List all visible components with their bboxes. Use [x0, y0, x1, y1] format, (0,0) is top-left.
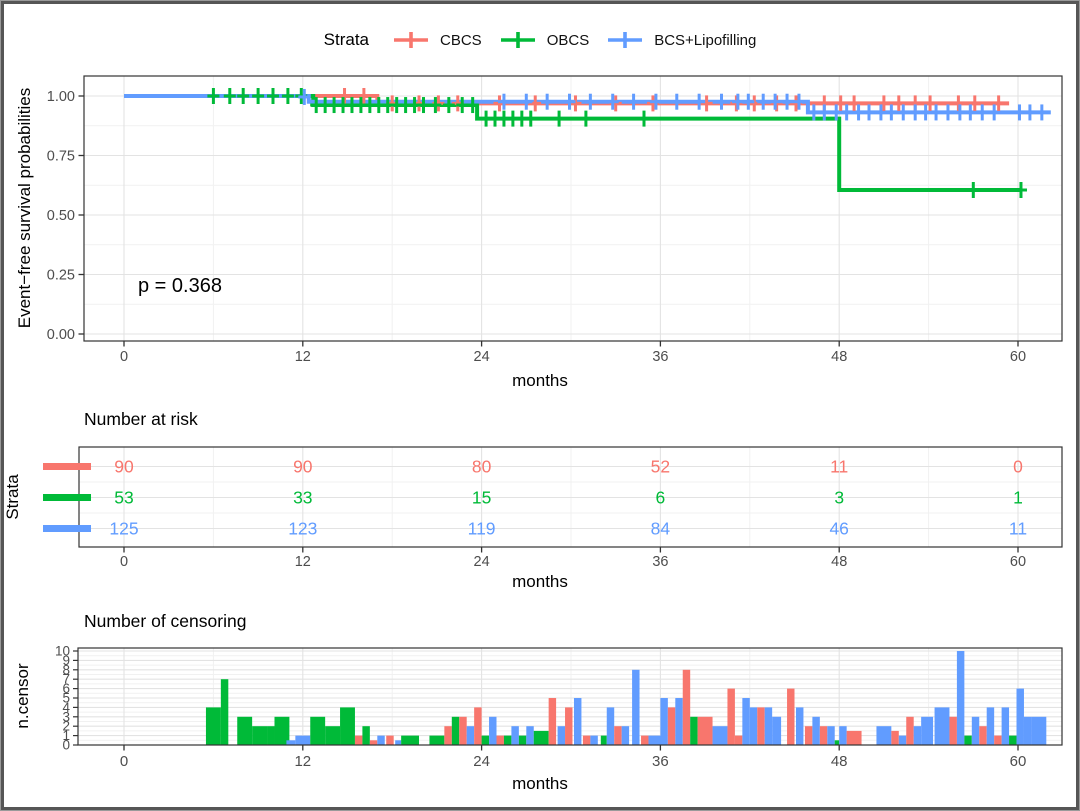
svg-text:1.00: 1.00 — [47, 89, 75, 105]
svg-text:0: 0 — [62, 738, 70, 753]
svg-text:36: 36 — [652, 554, 668, 570]
svg-text:36: 36 — [652, 349, 668, 365]
svg-text:48: 48 — [831, 349, 847, 365]
svg-text:1: 1 — [62, 728, 70, 743]
svg-text:90: 90 — [293, 457, 313, 477]
svg-text:0.50: 0.50 — [47, 208, 75, 224]
svg-text:11: 11 — [1009, 519, 1027, 539]
svg-text:0: 0 — [120, 554, 128, 570]
svg-text:7: 7 — [62, 672, 70, 687]
svg-text:12: 12 — [295, 349, 311, 365]
svg-text:24: 24 — [473, 753, 490, 770]
svg-text:5: 5 — [62, 691, 70, 706]
svg-text:52: 52 — [651, 457, 670, 477]
svg-text:0.25: 0.25 — [47, 268, 75, 284]
svg-text:33: 33 — [293, 488, 312, 508]
svg-text:6: 6 — [656, 488, 666, 508]
svg-text:24: 24 — [474, 554, 490, 570]
svg-text:8: 8 — [62, 662, 70, 677]
svg-text:48: 48 — [831, 753, 848, 770]
svg-text:24: 24 — [474, 349, 490, 365]
svg-text:10: 10 — [55, 644, 70, 659]
svg-text:125: 125 — [109, 519, 138, 539]
svg-text:0: 0 — [1013, 457, 1023, 477]
svg-text:90: 90 — [114, 457, 134, 477]
svg-text:12: 12 — [295, 554, 311, 570]
svg-text:60: 60 — [1010, 349, 1026, 365]
svg-text:119: 119 — [468, 519, 496, 539]
svg-text:12: 12 — [294, 753, 311, 770]
svg-text:60: 60 — [1010, 554, 1026, 570]
svg-text:0: 0 — [120, 349, 128, 365]
svg-text:9: 9 — [62, 653, 70, 668]
svg-text:53: 53 — [114, 488, 133, 508]
svg-text:4: 4 — [62, 700, 70, 715]
svg-text:46: 46 — [829, 519, 848, 539]
svg-text:15: 15 — [472, 488, 491, 508]
svg-text:11: 11 — [830, 457, 848, 477]
svg-text:0.75: 0.75 — [47, 149, 75, 165]
svg-text:6: 6 — [62, 681, 70, 696]
svg-text:3: 3 — [62, 709, 70, 724]
svg-text:36: 36 — [652, 753, 669, 770]
svg-text:60: 60 — [1010, 753, 1027, 770]
svg-text:3: 3 — [834, 488, 844, 508]
svg-text:123: 123 — [288, 519, 317, 539]
svg-text:0: 0 — [120, 753, 128, 770]
svg-text:84: 84 — [651, 519, 671, 539]
svg-text:48: 48 — [831, 554, 847, 570]
svg-text:1: 1 — [1013, 488, 1023, 508]
svg-text:80: 80 — [472, 457, 492, 477]
svg-text:2: 2 — [62, 719, 70, 734]
svg-text:0.00: 0.00 — [47, 327, 75, 343]
